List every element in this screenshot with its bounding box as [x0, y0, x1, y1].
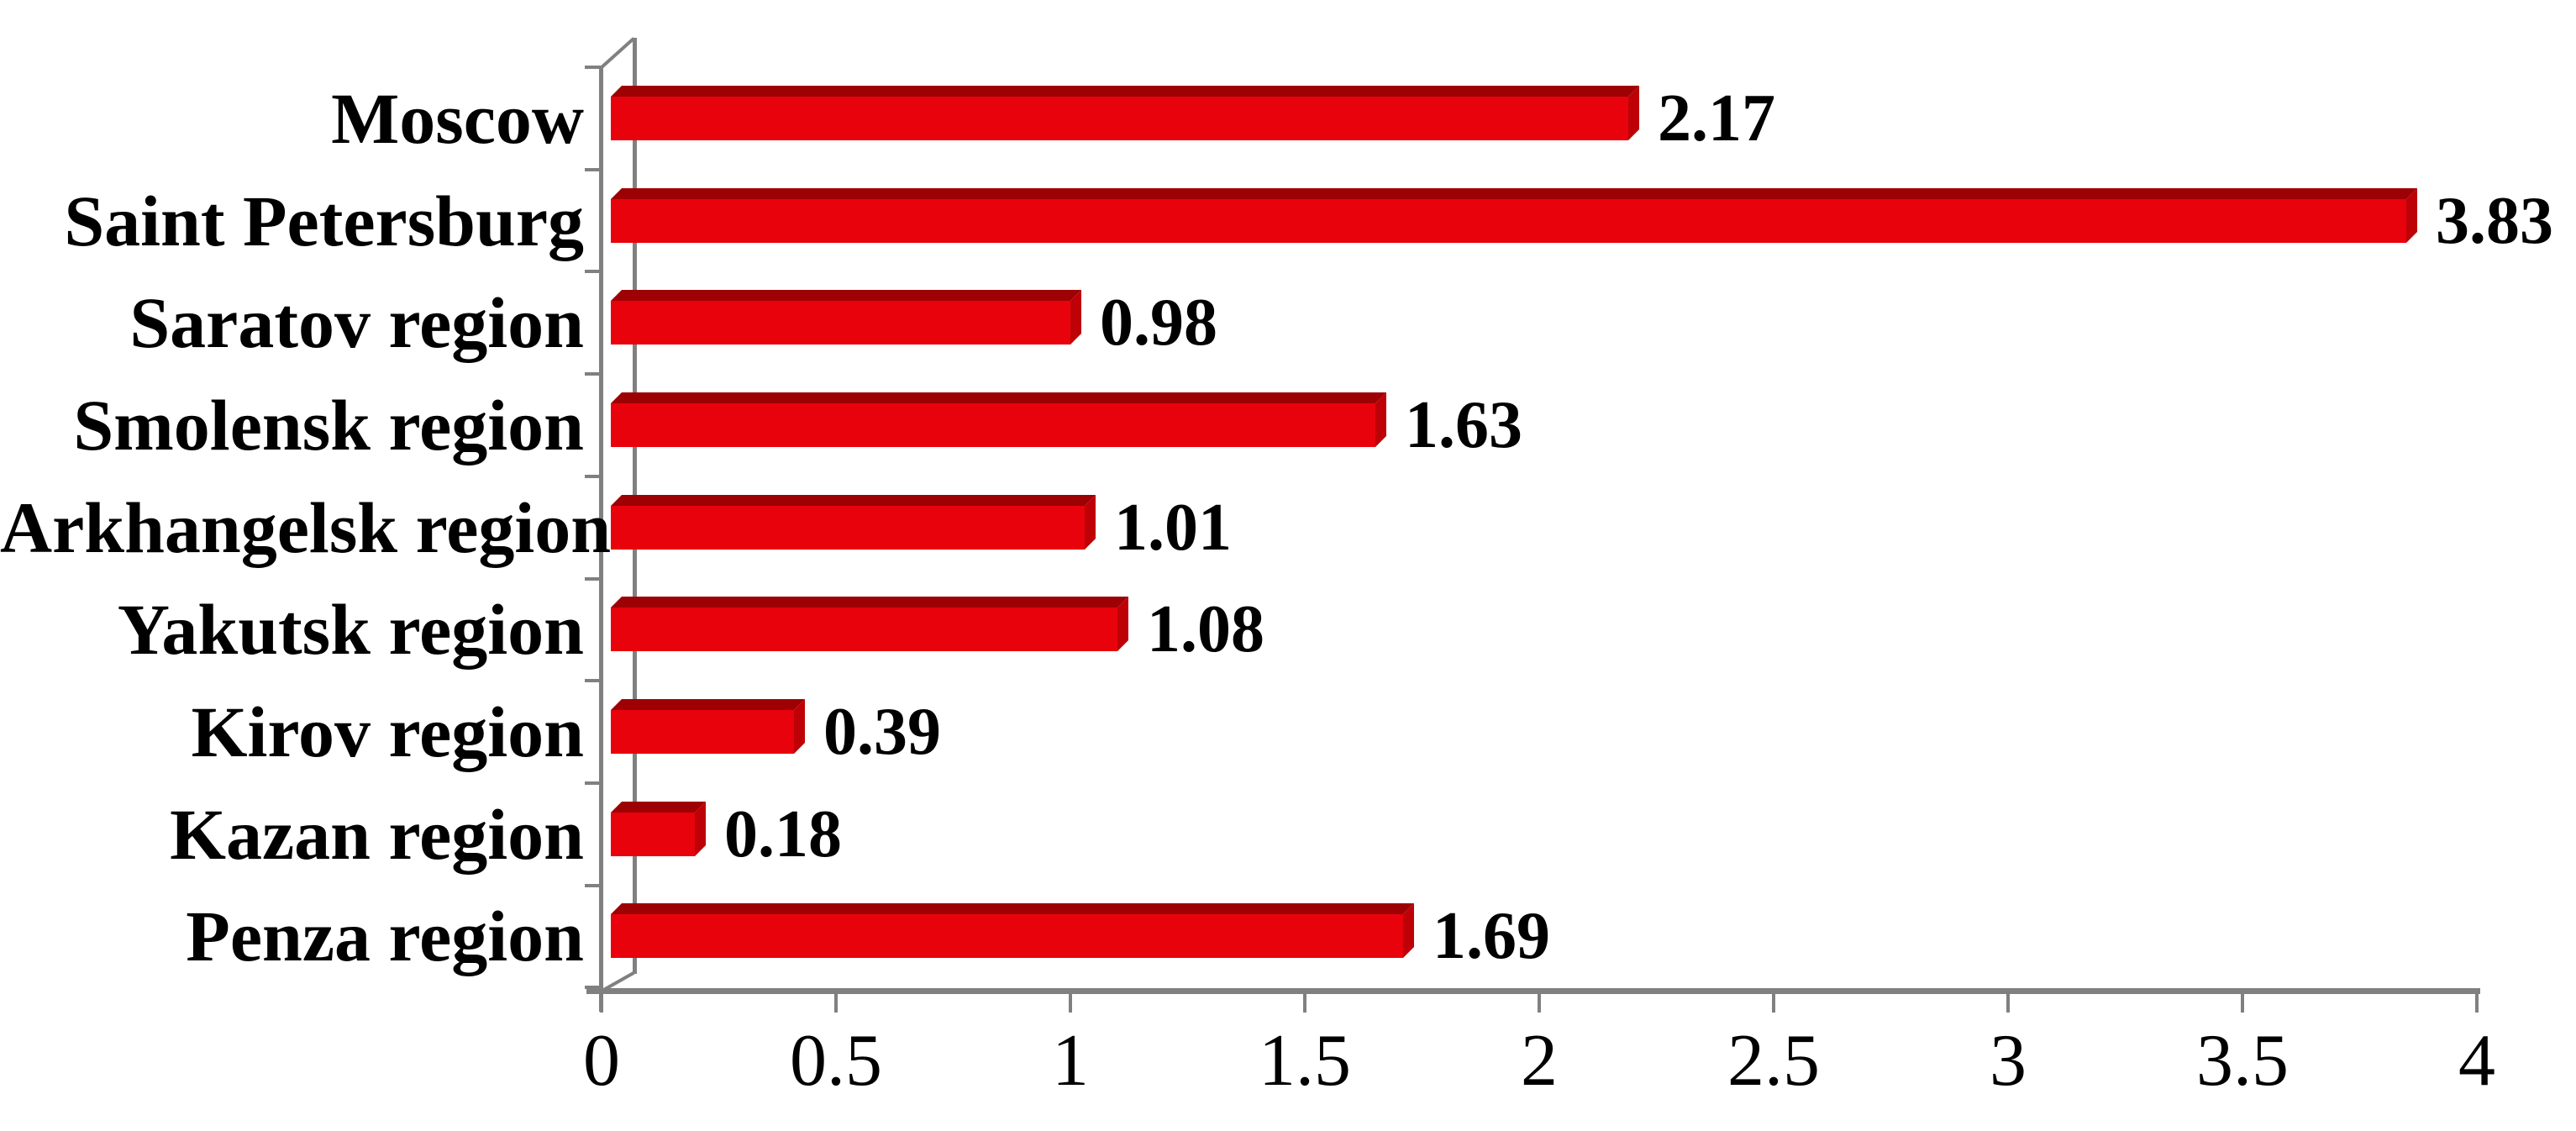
y-axis-tick [585, 168, 602, 171]
y-axis-tick [585, 884, 602, 887]
value-label: 0.18 [724, 797, 842, 871]
bar-end-face [1070, 290, 1081, 345]
x-axis-tick [1538, 994, 1541, 1013]
category-label: Kazan region [170, 794, 584, 875]
x-tick-label: 3 [1990, 1020, 2027, 1102]
bar-end-face [1085, 495, 1096, 550]
category-label: Arkhangelsk region [0, 487, 612, 568]
x-axis-tick [2006, 994, 2010, 1013]
value-label: 1.08 [1147, 592, 1264, 666]
bar-end-face [794, 699, 805, 754]
x-tick-label: 1.5 [1259, 1020, 1351, 1102]
x-axis-tick [1772, 994, 1775, 1013]
value-label: 1.63 [1405, 388, 1522, 462]
bar-front-face [611, 506, 1085, 550]
x-tick-label: 2 [1521, 1020, 1558, 1102]
value-label: 0.98 [1100, 286, 1217, 360]
value-label: 1.69 [1433, 899, 1550, 973]
category-label: Penza region [186, 896, 584, 976]
bar-front-face [611, 813, 695, 856]
x-axis-tick [2241, 994, 2244, 1013]
y-axis-tick [585, 781, 602, 785]
wall-top-edge [599, 37, 635, 70]
bar-top-face [611, 802, 706, 813]
bar-top-face [611, 290, 1081, 301]
category-label: Saint Petersburg [64, 181, 584, 261]
x-axis-tick [1303, 994, 1306, 1013]
bar-top-face [611, 188, 2417, 199]
bar-end-face [695, 802, 706, 856]
bar-front-face [611, 914, 1403, 958]
x-axis-tick [600, 994, 603, 1013]
value-label: 1.01 [1114, 491, 1232, 565]
bar-front-face [611, 301, 1070, 345]
y-axis-tick [585, 270, 602, 273]
bar-end-face [1375, 392, 1386, 447]
x-tick-label: 3.5 [2196, 1020, 2289, 1102]
x-tick-label: 0.5 [790, 1020, 882, 1102]
y-axis-tick [585, 679, 602, 682]
x-axis-tick [2475, 994, 2479, 1013]
bar-end-face [1628, 86, 1639, 140]
x-tick-label: 2.5 [1727, 1020, 1820, 1102]
y-axis-tick [585, 986, 602, 989]
bar-end-face [1403, 903, 1414, 958]
category-label: Yakutsk region [117, 589, 584, 670]
bar-top-face [611, 597, 1128, 608]
x-axis-tick [834, 994, 838, 1013]
category-label: Saratov region [129, 282, 584, 363]
category-label: Smolensk region [73, 385, 584, 466]
y-axis-tick [585, 577, 602, 581]
y-axis-tick [585, 372, 602, 376]
x-tick-label: 0 [583, 1020, 620, 1102]
value-label: 2.17 [1658, 82, 1775, 155]
x-tick-label: 4 [2458, 1020, 2495, 1102]
value-label: 0.39 [823, 695, 941, 769]
y-axis-line [599, 67, 603, 1012]
bar-top-face [611, 392, 1386, 403]
bar-front-face [611, 710, 794, 754]
bar-top-face [611, 495, 1096, 506]
bar-front-face [611, 199, 2406, 243]
x-tick-label: 1 [1052, 1020, 1089, 1102]
value-label: 3.83 [2436, 184, 2553, 258]
bar-top-face [611, 699, 805, 710]
bar-end-face [1117, 597, 1128, 651]
y-axis-tick [585, 475, 602, 478]
bar-front-face [611, 403, 1375, 447]
category-label: Kirov region [191, 692, 584, 772]
bar-front-face [611, 97, 1628, 140]
y-axis-tick [585, 66, 602, 69]
category-label: Moscow [331, 78, 584, 159]
x-axis-line [586, 988, 2480, 994]
bar-top-face [611, 86, 1639, 97]
bar-top-face [611, 903, 1414, 914]
bar-front-face [611, 608, 1117, 651]
x-axis-tick [1069, 994, 1072, 1013]
bar-end-face [2406, 188, 2417, 243]
